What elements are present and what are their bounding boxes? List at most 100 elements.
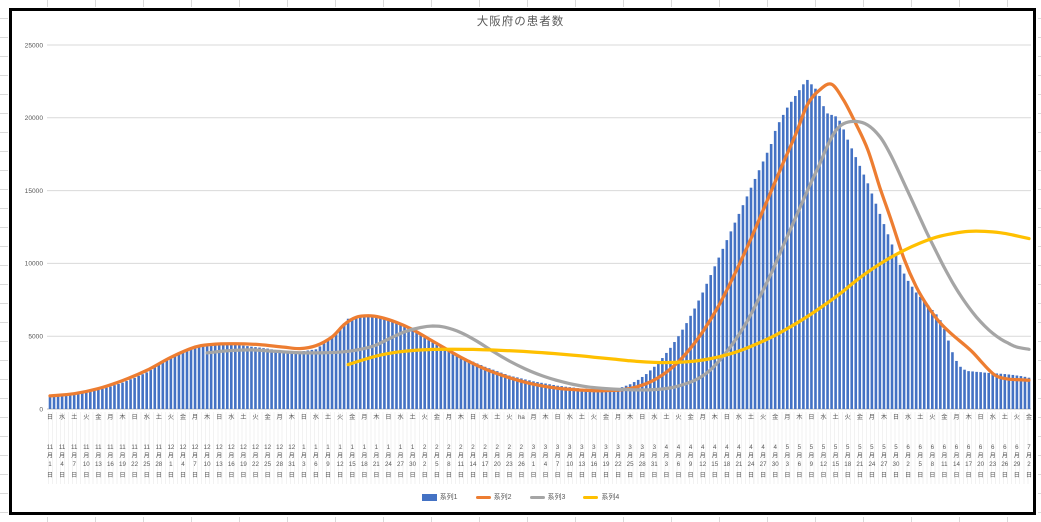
x-tick-label: 金 3 月 19 日 xyxy=(603,413,610,479)
x-tick-label: 火 3 月 16 日 xyxy=(590,414,597,479)
x-tick-label: 月 1 月 18 日 xyxy=(361,414,368,479)
y-tick-label: 20000 xyxy=(25,115,44,122)
x-tick-label: 木 11 月 19 日 xyxy=(119,413,126,479)
x-tick-label: 土 12 月 19 日 xyxy=(240,413,247,479)
legend-item-4[interactable]: 系列4 xyxy=(583,492,619,502)
x-tick-label: 月 5 月 24 日 xyxy=(868,414,875,479)
x-tick-label: 金 12 月 25 日 xyxy=(264,413,271,479)
worksheet-row-gridlines-left xyxy=(0,0,8,522)
legend-label-3: 系列3 xyxy=(547,494,566,501)
x-tick-label: 日 5 月 30 日 xyxy=(893,414,900,479)
x-tick-label: 水 6 月 23 日 xyxy=(989,413,996,479)
legend-label-2: 系列2 xyxy=(493,494,512,501)
x-tick-label: 月 12 月 7 日 xyxy=(192,414,199,479)
chart-legend: 系列1 系列2 系列3 系列4 xyxy=(0,492,1041,502)
x-tick-label: 木 5 月 27 日 xyxy=(881,413,888,479)
y-axis-labels: 0 5000 10000 15000 20000 25000 xyxy=(25,42,44,413)
legend-line-swatch-2 xyxy=(475,495,491,499)
legend-line-swatch-3 xyxy=(529,495,545,499)
x-tick-label: 土 11 月 7 日 xyxy=(71,413,78,479)
x-tick-label: 火 11 月 10 日 xyxy=(83,414,90,479)
x-tick-label: 土 5 月 15 日 xyxy=(832,413,839,479)
x-tick-label: 水 5 月 12 日 xyxy=(820,413,827,479)
x-tick-label: 水 11 月 4 日 xyxy=(59,413,66,479)
x-tick-label: 月 12 月 28 日 xyxy=(276,414,283,479)
legend-bar-swatch-1 xyxy=(421,493,437,501)
x-tick-label: 金 4 月 30 日 xyxy=(772,413,779,479)
x-tick-label: ha 2 月 26 日 xyxy=(518,414,525,479)
x-tick-label: 月 11 月 16 日 xyxy=(107,414,114,479)
x-tick-label: 土 2 月 20 日 xyxy=(494,413,501,479)
y-tick-label: 25000 xyxy=(25,42,44,49)
x-tick-label: 土 3 月 13 日 xyxy=(578,413,585,479)
x-tick-label: 木 6 月 17 日 xyxy=(965,413,972,479)
y-tick-label: 15000 xyxy=(25,188,44,195)
worksheet-column-gridlines-top xyxy=(0,0,1041,7)
x-tick-label: 火 1 月 12 日 xyxy=(337,414,344,479)
x-tick-label: 日 6 月 20 日 xyxy=(977,414,984,479)
x-tick-label: 火 5 月 18 日 xyxy=(844,414,851,479)
x-tick-label: 月 6 月 14 日 xyxy=(953,414,960,479)
x-tick-label: 木 4 月 15 日 xyxy=(711,413,718,479)
x-tick-label: 金 11 月 13 日 xyxy=(95,413,102,479)
x-tick-label: 土 11 月 28 日 xyxy=(155,413,162,479)
line-series-keiretsu2 xyxy=(48,82,1031,398)
x-tick-label: 木 1 月 21 日 xyxy=(373,413,380,479)
worksheet-row-gridlines-right xyxy=(1038,0,1041,522)
y-tick-label: 0 xyxy=(39,406,43,413)
x-tick-label: 火 12 月 22 日 xyxy=(252,414,259,479)
legend-item-2[interactable]: 系列2 xyxy=(475,492,512,502)
x-tick-label: 火 2 月 23 日 xyxy=(506,414,513,479)
x-axis-labels: 日 11 月 1 日水 11 月 4 日土 11 月 7 日火 11 月 10 日金 11 月 13 日月 11 月 16 日木… xyxy=(47,413,1033,479)
line-series-keiretsu4 xyxy=(346,229,1031,367)
x-tick-label: 日 11 月 1 日 xyxy=(47,414,54,479)
x-tick-label: 水 1 月 27 日 xyxy=(397,413,404,479)
chart-title: 大阪府の患者数 xyxy=(476,16,565,28)
x-tick-label: 日 4 月 18 日 xyxy=(723,414,730,479)
x-tick-label: 木 2 月 11 日 xyxy=(458,413,465,479)
legend-line-swatch-4 xyxy=(583,495,599,499)
x-tick-label: 火 4 月 27 日 xyxy=(760,414,767,479)
x-tick-label: 水 3 月 31 日 xyxy=(651,413,658,479)
bar-series-keiretsu1 xyxy=(48,79,1031,410)
x-tick-label: 水 12 月 16 日 xyxy=(228,413,235,479)
x-tick-label: 木 3 月 25 日 xyxy=(627,413,634,479)
legend-item-1[interactable]: 系列1 xyxy=(421,492,458,502)
x-tick-label: 金 12 月 4 日 xyxy=(180,413,187,479)
x-tick-label: 水 11 月 25 日 xyxy=(143,413,150,479)
y-tick-label: 5000 xyxy=(28,334,43,341)
x-tick-label: 日 3 月 28 日 xyxy=(639,414,646,479)
x-tick-label: 水 4 月 21 日 xyxy=(735,413,742,479)
x-tick-label: 金 6 月 11 日 xyxy=(941,413,948,479)
worksheet-column-gridlines-bottom xyxy=(0,517,1041,522)
x-tick-label: 日 2 月 14 日 xyxy=(470,414,477,479)
legend-item-3[interactable]: 系列3 xyxy=(529,492,566,502)
x-tick-label: 日 1 月 24 日 xyxy=(385,414,392,479)
x-tick-label: 土 6 月 26 日 xyxy=(1001,413,1008,479)
x-tick-label: 火 6 月 29 日 xyxy=(1013,414,1020,479)
x-tick-label: 月 3 月 22 日 xyxy=(615,414,622,479)
legend-label-1: 系列1 xyxy=(439,494,458,501)
x-tick-label: 日 11 月 22 日 xyxy=(131,414,138,479)
legend-label-4: 系列4 xyxy=(601,494,620,501)
x-tick-label: 木 12 月 31 日 xyxy=(288,413,295,479)
x-tick-label: 水 2 月 17 日 xyxy=(482,413,489,479)
